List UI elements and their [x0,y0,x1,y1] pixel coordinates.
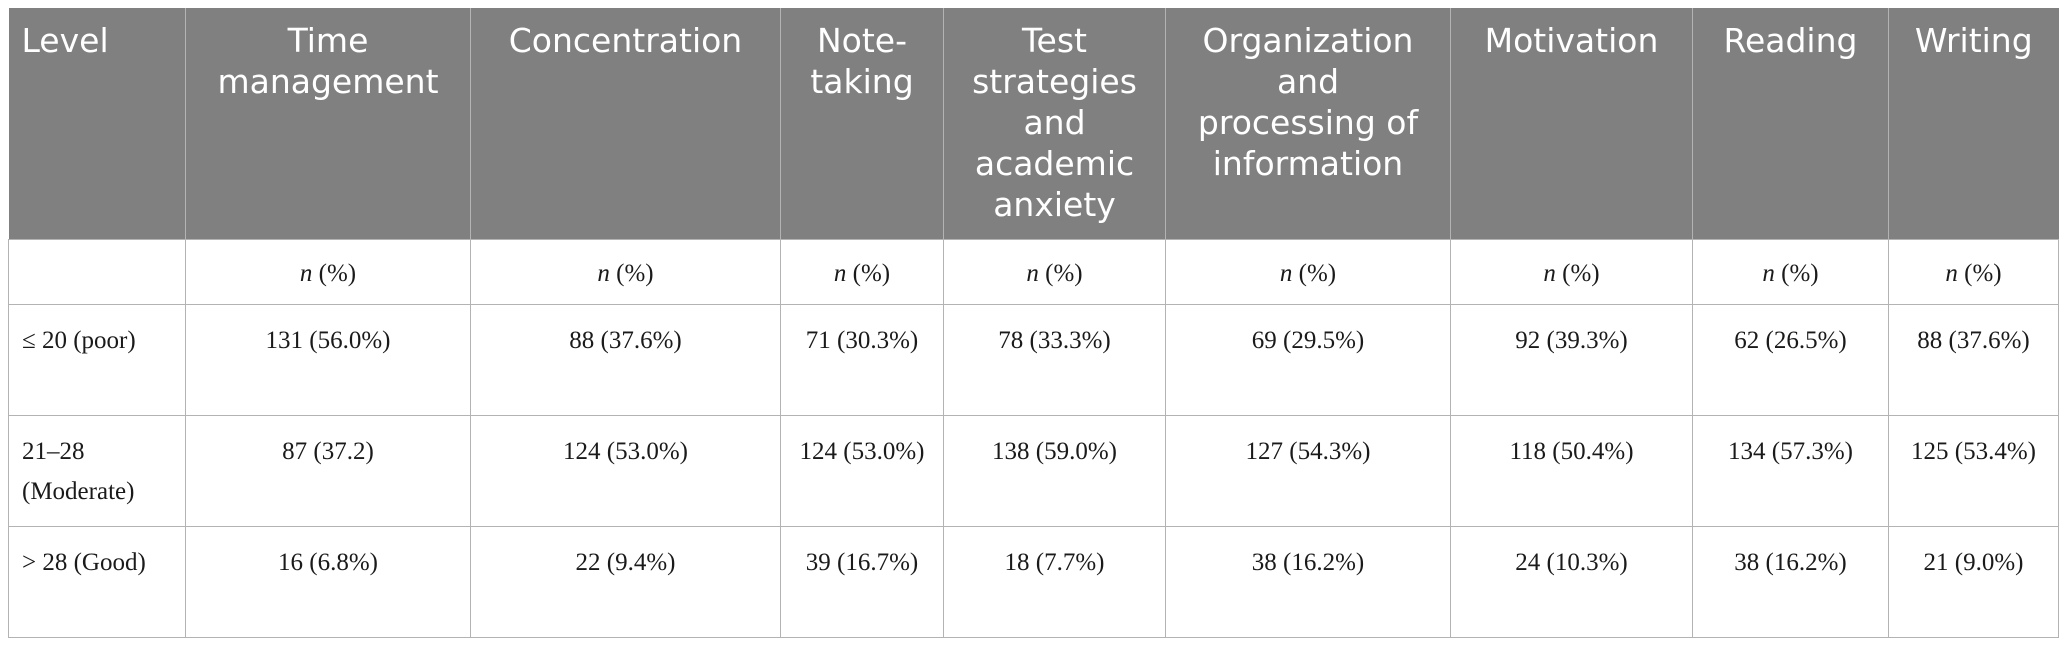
header-writing: Writing [1888,8,2059,240]
data-cell: 127 (54.3%) [1165,415,1451,527]
data-cell: 16 (6.8%) [185,526,471,638]
data-cell: 118 (50.4%) [1450,415,1693,527]
subheader-cell: n (%) [943,239,1166,305]
data-cell: 124 (53.0%) [470,415,781,527]
data-cell: 138 (59.0%) [943,415,1166,527]
subheader-row: n (%) n (%) n (%) n (%) n (%) n (%) n (%… [8,239,2059,305]
level-cell: ≤ 20 (poor) [8,304,186,416]
header-row: Level Time management Concentration Note… [8,8,2059,240]
data-cell: 39 (16.7%) [780,526,944,638]
data-cell: 88 (37.6%) [1888,304,2059,416]
study-skills-table: Level Time management Concentration Note… [8,8,2059,638]
table-row-moderate: 21–28 (Moderate) 87 (37.2) 124 (53.0%) 1… [8,415,2059,527]
data-cell: 24 (10.3%) [1450,526,1693,638]
header-level: Level [8,8,186,240]
data-cell: 71 (30.3%) [780,304,944,416]
subheader-cell: n (%) [185,239,471,305]
table-row-poor: ≤ 20 (poor) 131 (56.0%) 88 (37.6%) 71 (3… [8,304,2059,416]
data-cell: 124 (53.0%) [780,415,944,527]
data-cell: 38 (16.2%) [1692,526,1889,638]
subheader-cell: n (%) [1165,239,1451,305]
subheader-cell: n (%) [470,239,781,305]
header-time-management: Time management [185,8,471,240]
data-cell: 22 (9.4%) [470,526,781,638]
level-cell: > 28 (Good) [8,526,186,638]
data-cell: 69 (29.5%) [1165,304,1451,416]
header-organization: Organization and processing of informati… [1165,8,1451,240]
data-cell: 88 (37.6%) [470,304,781,416]
data-cell: 18 (7.7%) [943,526,1166,638]
data-cell: 78 (33.3%) [943,304,1166,416]
header-note-taking: Note- taking [780,8,944,240]
subheader-cell: n (%) [1450,239,1693,305]
header-test-strategies: Test strategies and academic anxiety [943,8,1166,240]
table-row-good: > 28 (Good) 16 (6.8%) 22 (9.4%) 39 (16.7… [8,526,2059,638]
header-motivation: Motivation [1450,8,1693,240]
subheader-cell: n (%) [1888,239,2059,305]
data-cell: 134 (57.3%) [1692,415,1889,527]
study-skills-table-container: Level Time management Concentration Note… [8,8,2059,638]
data-cell: 87 (37.2) [185,415,471,527]
data-cell: 38 (16.2%) [1165,526,1451,638]
subheader-cell: n (%) [1692,239,1889,305]
header-reading: Reading [1692,8,1889,240]
level-cell: 21–28 (Moderate) [8,415,186,527]
data-cell: 21 (9.0%) [1888,526,2059,638]
data-cell: 125 (53.4%) [1888,415,2059,527]
data-cell: 131 (56.0%) [185,304,471,416]
data-cell: 92 (39.3%) [1450,304,1693,416]
subheader-cell: n (%) [780,239,944,305]
subheader-empty-cell [8,239,186,305]
header-concentration: Concentration [470,8,781,240]
data-cell: 62 (26.5%) [1692,304,1889,416]
